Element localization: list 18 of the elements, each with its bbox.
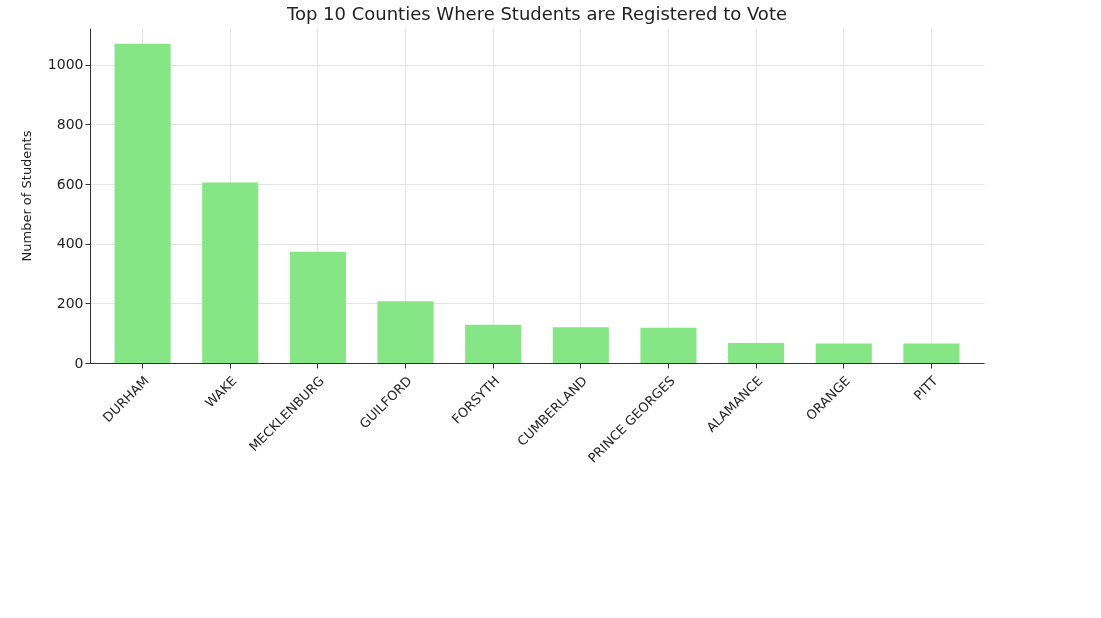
bar (728, 343, 785, 363)
bar (903, 343, 960, 363)
bar (815, 343, 872, 363)
y-tick-label: 600 (56, 175, 84, 192)
y-tick-label: 800 (56, 115, 84, 132)
bar (552, 327, 609, 363)
y-tick-label: 1000 (47, 56, 84, 73)
bar (114, 43, 171, 363)
bar (289, 251, 346, 363)
y-tick-label: 200 (56, 294, 84, 311)
bar (202, 182, 259, 363)
chart-title: Top 10 Counties Where Students are Registered to Vote (285, 3, 788, 24)
bar (465, 324, 522, 363)
y-axis-title: Number of Students (18, 130, 34, 262)
bar (377, 301, 434, 363)
bar (640, 327, 697, 363)
y-tick-label: 0 (74, 354, 84, 371)
y-tick-label: 400 (56, 235, 84, 252)
